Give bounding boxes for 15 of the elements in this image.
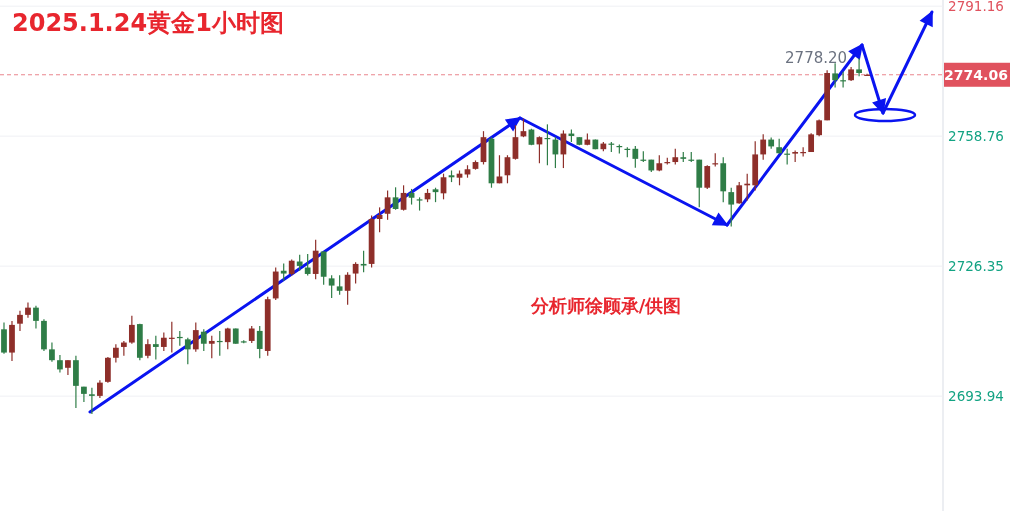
y-tick-label: 2758.76 [948,128,1004,145]
y-tick-label: 2791.16 [948,0,1004,15]
ref-line-label: 2774.06 [944,66,1008,83]
candlestick [208,335,215,359]
candlestick [728,187,735,228]
y-tick-label: 2726.35 [948,258,1004,275]
candlestick [328,274,335,299]
y-tick-label: 2693.94 [948,388,1004,405]
candlestick [144,338,151,359]
chart-title: 2025.1.24黄金1小时图 [12,9,284,37]
candlestick [320,250,327,286]
annotation: 2778.20 [785,49,848,68]
annotation: 分析师徐顾承/供图 [529,295,682,316]
candlestick [336,274,343,296]
candlestick [152,335,159,360]
